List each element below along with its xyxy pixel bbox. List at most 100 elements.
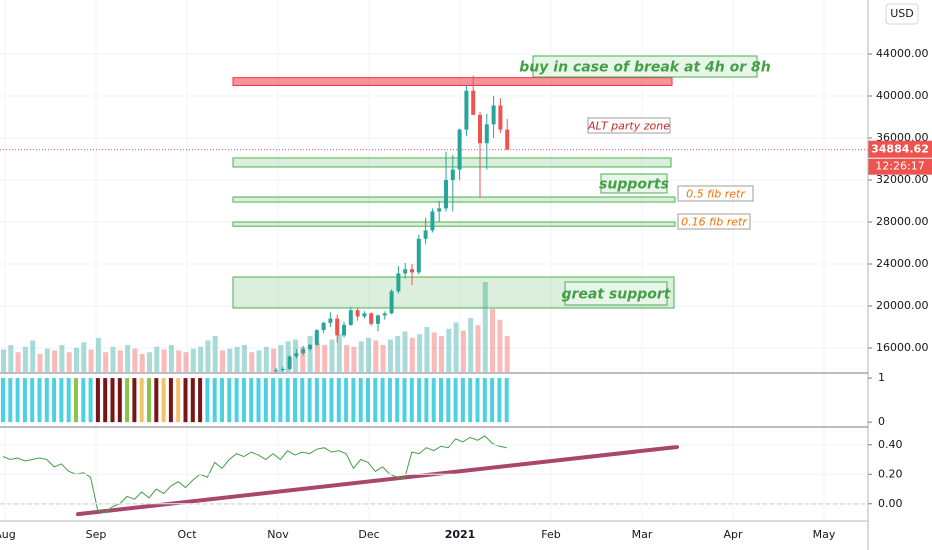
volume-bar [417,334,423,372]
candle-body [348,310,353,325]
signal-bar [205,378,210,423]
currency-button[interactable] [885,3,919,25]
volume-bar [234,346,240,372]
signal-bar [66,378,71,423]
signal-bar [198,378,203,423]
volume-bar [263,346,269,372]
signal-bar [44,378,49,423]
candle-body [430,211,435,231]
signal-bar [300,378,305,423]
volume-bar [205,340,211,372]
oscillator-line [2,435,507,514]
signal-bar [344,378,349,423]
volume-bar [395,336,401,372]
timer-box [868,158,932,175]
volume-bar [74,347,79,372]
candle-body [342,324,346,336]
signal-bar [380,378,385,423]
volume-bar [125,345,131,372]
signal-bar [125,378,130,423]
volume-bar [1,349,6,372]
volume-bar [30,340,36,372]
signal-bar [278,378,283,423]
volume-bar [198,346,204,372]
signal-bar [504,378,509,423]
signal-bar [74,378,78,423]
volume-bar [402,331,408,372]
signal-bar [263,378,268,423]
currency-label[interactable]: USD [890,7,914,20]
signal-bar [431,378,436,423]
signal-bar [307,378,312,423]
volume-bar [52,350,58,372]
y-tick-label: 44000.00 [876,47,929,60]
volume-bar [482,282,488,372]
signal-bar [329,378,334,423]
signal-bar [103,378,108,423]
signal-bar [59,378,64,423]
signal-bar [351,378,356,423]
signal-bar [460,378,465,423]
signal-bar [387,378,392,423]
signal-bar [95,378,100,423]
annotation-text: great support [562,287,672,303]
candle-body [328,318,333,323]
volume-bar [8,345,14,372]
candle-body [308,344,312,350]
candle-body [396,273,401,292]
volume-bar [300,346,306,372]
candle-body [321,322,326,331]
volume-bar [44,348,50,372]
signal-bar [88,378,93,423]
y-tick-label: 0.20 [878,467,903,480]
candle-body [450,169,455,180]
signal-bar [271,378,276,423]
last-price-label: 34884.62 [871,143,929,156]
signal-bar [417,378,422,423]
candle-body [498,105,503,130]
last-price-box [868,140,932,158]
volume-bar [314,343,320,372]
signal-bar [241,378,246,423]
zone [232,157,672,168]
x-tick-label: Oct [177,528,197,541]
volume-bar [241,345,247,372]
annotation-text: supports [599,177,669,193]
signal-bar [15,378,20,423]
signal-bar [497,378,502,423]
x-tick-label: Sep [86,528,107,541]
signal-bar [366,378,370,423]
y-tick-label: 32000.00 [876,173,929,186]
candle-body [471,90,476,115]
annotation-box [600,173,668,194]
annotation-text: buy in case of break at 4h or 8h [519,60,770,76]
signal-bar [373,378,378,423]
volume-bar [380,345,386,372]
x-tick-label: Feb [541,528,560,541]
volume-bar [431,332,437,372]
signal-bar [110,378,115,423]
signal-bar [22,378,27,423]
signal-bar [256,378,261,423]
signal-bar [475,378,480,423]
signal-bar [322,378,327,423]
y-tick-label: 0.00 [878,497,903,510]
signal-bar [249,378,254,423]
volume-bar [227,348,233,372]
volume-bar [336,334,342,372]
signal-bar [482,378,487,423]
x-tick-label: May [813,528,836,541]
signal-bar [190,378,195,423]
candle-body [382,313,387,316]
y-tick-label: 28000.00 [876,215,929,228]
x-tick-label: 2021 [445,528,476,541]
signal-bar [453,378,458,423]
candle-body [355,310,360,317]
signal-bar [139,378,144,423]
zone [232,196,676,203]
signal-bar [446,378,451,423]
volume-bar [132,348,138,372]
volume-bar [344,345,350,372]
volume-bar [278,345,284,372]
